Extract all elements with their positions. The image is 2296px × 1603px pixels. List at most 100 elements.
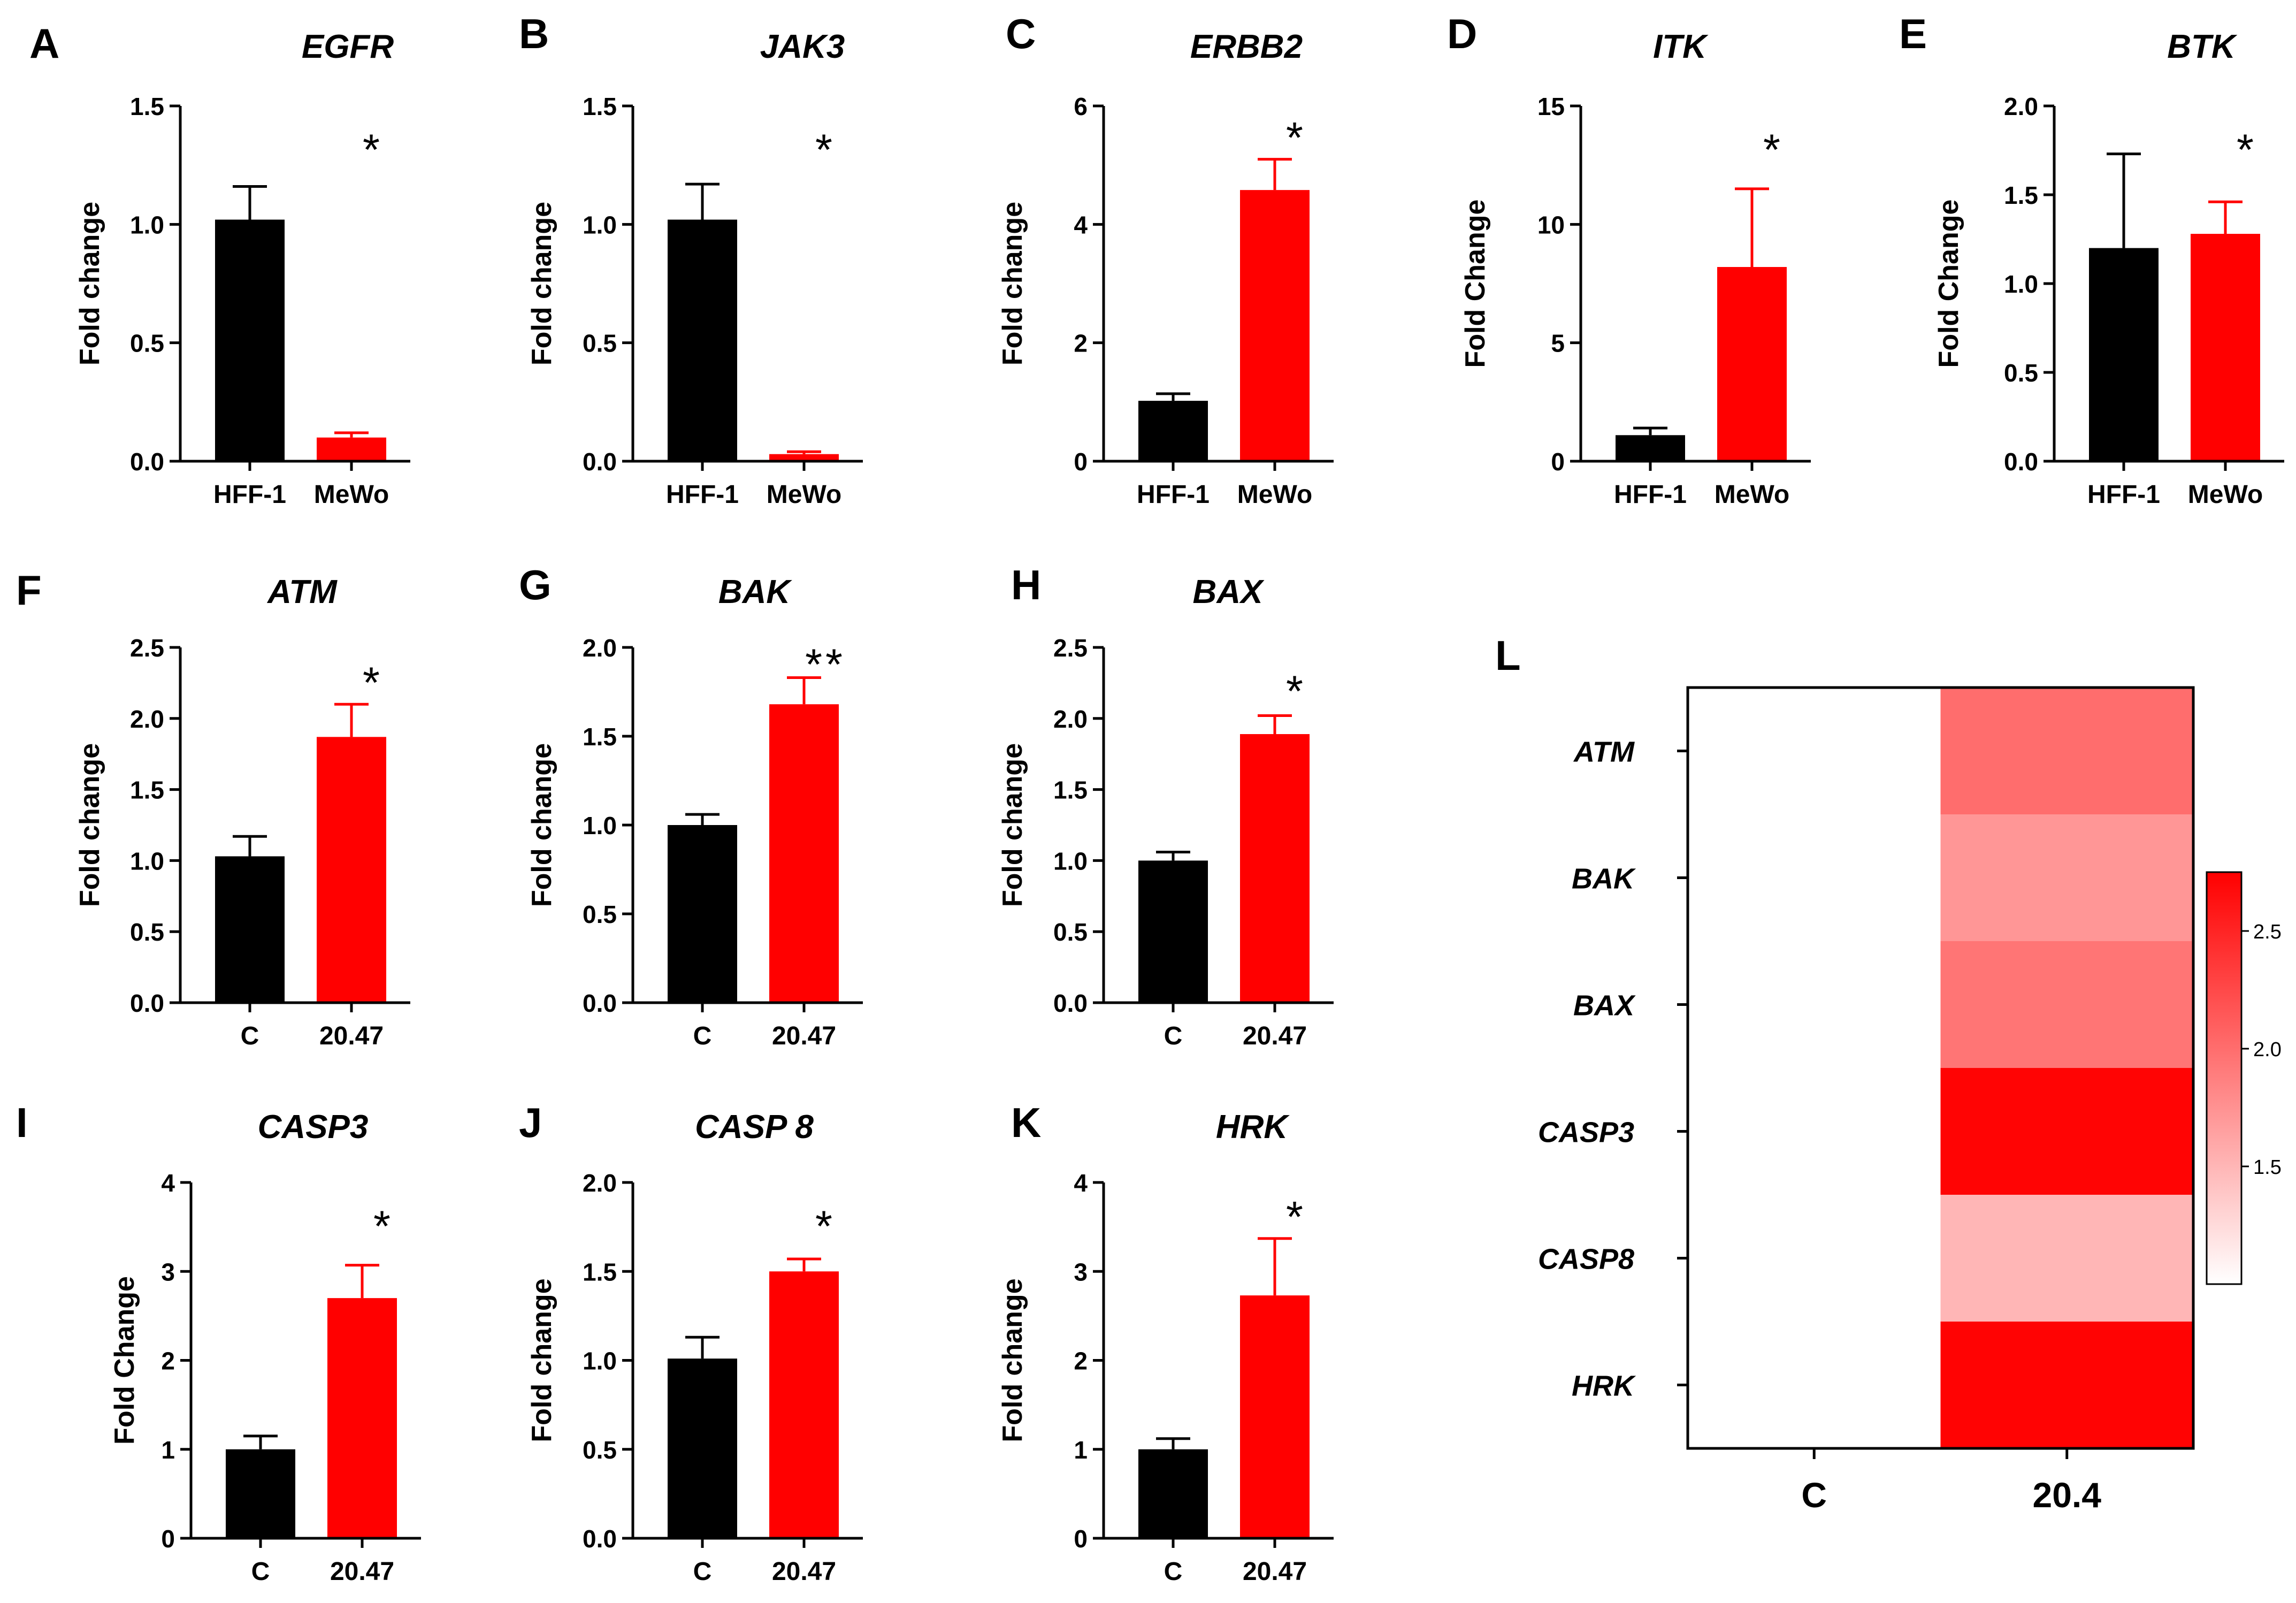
- panel-e: E BTK Fold Change 0.0 0.5 1.0 1.5 2.0 HFF-1 MeWo *: [1899, 10, 2284, 509]
- heatmap-cell: [1940, 1068, 2193, 1195]
- y-tick-label: 0.5: [583, 330, 617, 357]
- panel-letter: H: [1011, 561, 1041, 608]
- y-tick-label: 4: [1074, 1169, 1088, 1197]
- chart-title: CASP3: [258, 1109, 369, 1146]
- heatmap-col-label: 20.4: [2033, 1475, 2102, 1515]
- y-tick-label: 1: [1074, 1436, 1088, 1464]
- bar-20-47: [769, 704, 839, 1003]
- panel-j: J CASP 8 Fold change 0.0 0.5 1.0 1.5 2.0 C 20.47 *: [519, 1099, 863, 1586]
- y-tick-label: 2: [1074, 1347, 1088, 1375]
- y-axis-label: Fold change: [74, 743, 105, 907]
- panel-h: H BAX Fold change 0.0 0.5 1.0 1.5 2.0 2.5 C 20.47 *: [997, 561, 1334, 1050]
- y-axis-label: Fold change: [997, 743, 1028, 907]
- y-tick-label: 2.0: [2004, 93, 2038, 120]
- x-tick-label: HFF-1: [1137, 480, 1210, 509]
- y-tick-label: 0: [1551, 448, 1565, 476]
- x-tick-label: MeWo: [2188, 480, 2263, 509]
- heatmap-cell: [1940, 688, 2193, 814]
- heatmap-cell: [1688, 1195, 1941, 1322]
- panel-letter: K: [1011, 1099, 1041, 1146]
- y-tick-label: 1.0: [583, 211, 617, 239]
- chart-title: BAX: [1193, 574, 1265, 610]
- significance-marker: *: [1286, 1193, 1306, 1242]
- y-tick-label: 4: [1074, 211, 1088, 239]
- x-tick-label: HFF-1: [213, 480, 286, 509]
- x-tick-label: 20.47: [330, 1558, 394, 1586]
- colorbar: [2206, 871, 2243, 1285]
- chart-title: CASP 8: [695, 1109, 814, 1146]
- heatmap-row-label: BAX: [1573, 990, 1636, 1022]
- y-tick-label: 1.0: [583, 1347, 617, 1375]
- x-tick-label: MeWo: [1715, 480, 1789, 509]
- y-tick-label: 0.0: [2004, 448, 2038, 476]
- heatmap-cell: [1940, 814, 2193, 941]
- heatmap-row-label: BAK: [1572, 863, 1636, 895]
- y-tick-label: 0.5: [2004, 359, 2038, 387]
- heatmap-row-label: CASP8: [1538, 1243, 1634, 1276]
- heatmap-cell: [1940, 1195, 2193, 1322]
- bar-20-47: [1240, 734, 1310, 1003]
- y-axis-label: Fold change: [526, 743, 557, 907]
- significance-marker: *: [1286, 114, 1306, 163]
- y-tick-label: 3: [161, 1258, 175, 1286]
- heatmap-row-label: CASP3: [1538, 1117, 1634, 1149]
- bar-mewo: [1717, 267, 1787, 461]
- bar-mewo: [2191, 234, 2260, 461]
- x-tick-label: 20.47: [319, 1022, 384, 1050]
- panel-a: A EGFR Fold change 0.0 0.5 1.0 1.5 HFF-1 MeWo *: [29, 20, 410, 509]
- panel-letter: J: [519, 1099, 542, 1146]
- panel-g: G BAK Fold change 0.0 0.5 1.0 1.5 2.0 C 20.47 **: [519, 561, 863, 1050]
- y-tick-label: 0.5: [130, 330, 164, 357]
- colorbar-tick-label: 1.5: [2253, 1156, 2282, 1179]
- panel-letter: D: [1447, 10, 1477, 57]
- panel-letter: L: [1495, 632, 1521, 679]
- x-tick-label: HFF-1: [1614, 480, 1687, 509]
- panel-letter: E: [1899, 10, 1927, 57]
- y-tick-label: 0: [1074, 448, 1088, 476]
- y-tick-label: 1.0: [583, 812, 617, 839]
- y-tick-label: 2: [161, 1347, 175, 1375]
- chart-title: JAK3: [760, 28, 845, 65]
- bar-mewo: [317, 437, 386, 461]
- bar-mewo: [1240, 190, 1310, 461]
- y-tick-label: 2.0: [130, 705, 164, 733]
- x-tick-label: C: [693, 1558, 712, 1586]
- significance-marker: *: [1763, 126, 1784, 174]
- y-axis-label: Fold change: [997, 1278, 1028, 1442]
- panel-i: I CASP3 Fold Change 0 1 2 3 4 C 20.47 *: [16, 1099, 421, 1586]
- x-tick-label: C: [693, 1022, 712, 1050]
- heatmap-row-label: HRK: [1572, 1370, 1636, 1402]
- y-tick-label: 1.5: [130, 776, 164, 804]
- y-tick-label: 1.5: [583, 93, 617, 120]
- y-tick-label: 0: [1074, 1525, 1088, 1553]
- x-tick-label: C: [241, 1022, 259, 1050]
- y-tick-label: 2: [1074, 330, 1088, 357]
- panel-letter: F: [16, 567, 42, 614]
- x-tick-label: 20.47: [1243, 1558, 1307, 1586]
- y-tick-label: 1.0: [130, 211, 164, 239]
- x-tick-label: HFF-1: [2087, 480, 2160, 509]
- panel-l: L ATM BAK BAX CASP3 CASP8 HRK C 20.4 1.5 2.0 2.5: [1495, 632, 2282, 1515]
- y-tick-label: 1.5: [2004, 181, 2038, 209]
- x-tick-label: HFF-1: [666, 480, 739, 509]
- y-tick-label: 2.5: [1053, 634, 1088, 662]
- bar-c: [1138, 860, 1208, 1003]
- y-axis-label: Fold Change: [109, 1276, 140, 1445]
- y-axis-label: Fold change: [526, 202, 557, 365]
- x-tick-label: MeWo: [767, 480, 841, 509]
- y-tick-label: 2.5: [130, 634, 164, 662]
- y-axis-label: Fold Change: [1933, 200, 1964, 368]
- significance-marker: *: [2237, 126, 2257, 174]
- bar-hff-1: [215, 219, 285, 461]
- significance-marker: **: [805, 640, 846, 689]
- y-axis-label: Fold change: [74, 202, 105, 365]
- y-tick-label: 1.0: [130, 847, 164, 875]
- heatmap-frame: [1686, 686, 2195, 1450]
- y-tick-label: 0.0: [130, 448, 164, 476]
- bar-20-47: [1240, 1295, 1310, 1538]
- colorbar-tick-label: 2.5: [2253, 921, 2282, 943]
- heatmap-cell: [1688, 688, 1941, 814]
- heatmap-col-label: C: [1801, 1475, 1827, 1515]
- y-tick-label: 2.0: [583, 1169, 617, 1197]
